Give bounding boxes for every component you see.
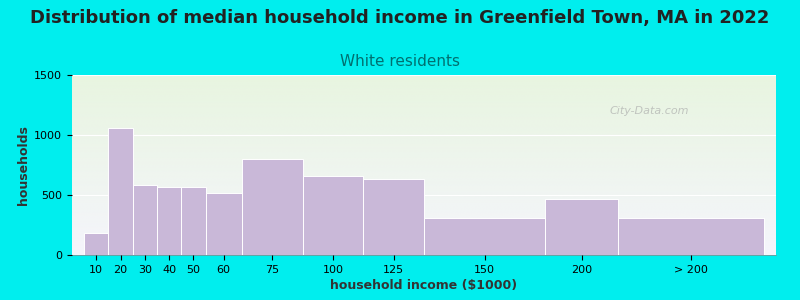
Text: White residents: White residents (340, 54, 460, 69)
Bar (242, 159, 302, 255)
Bar (133, 185, 157, 255)
Bar (157, 187, 182, 255)
Bar (546, 199, 618, 255)
Bar (424, 218, 546, 255)
Text: City-Data.com: City-Data.com (610, 106, 689, 116)
Bar (618, 218, 764, 255)
Text: Distribution of median household income in Greenfield Town, MA in 2022: Distribution of median household income … (30, 9, 770, 27)
Y-axis label: households: households (17, 125, 30, 205)
Bar (109, 128, 133, 255)
Bar (363, 179, 424, 255)
Bar (206, 193, 242, 255)
Bar (84, 233, 109, 255)
Bar (302, 176, 363, 255)
Bar (182, 187, 206, 255)
X-axis label: household income ($1000): household income ($1000) (330, 279, 518, 292)
